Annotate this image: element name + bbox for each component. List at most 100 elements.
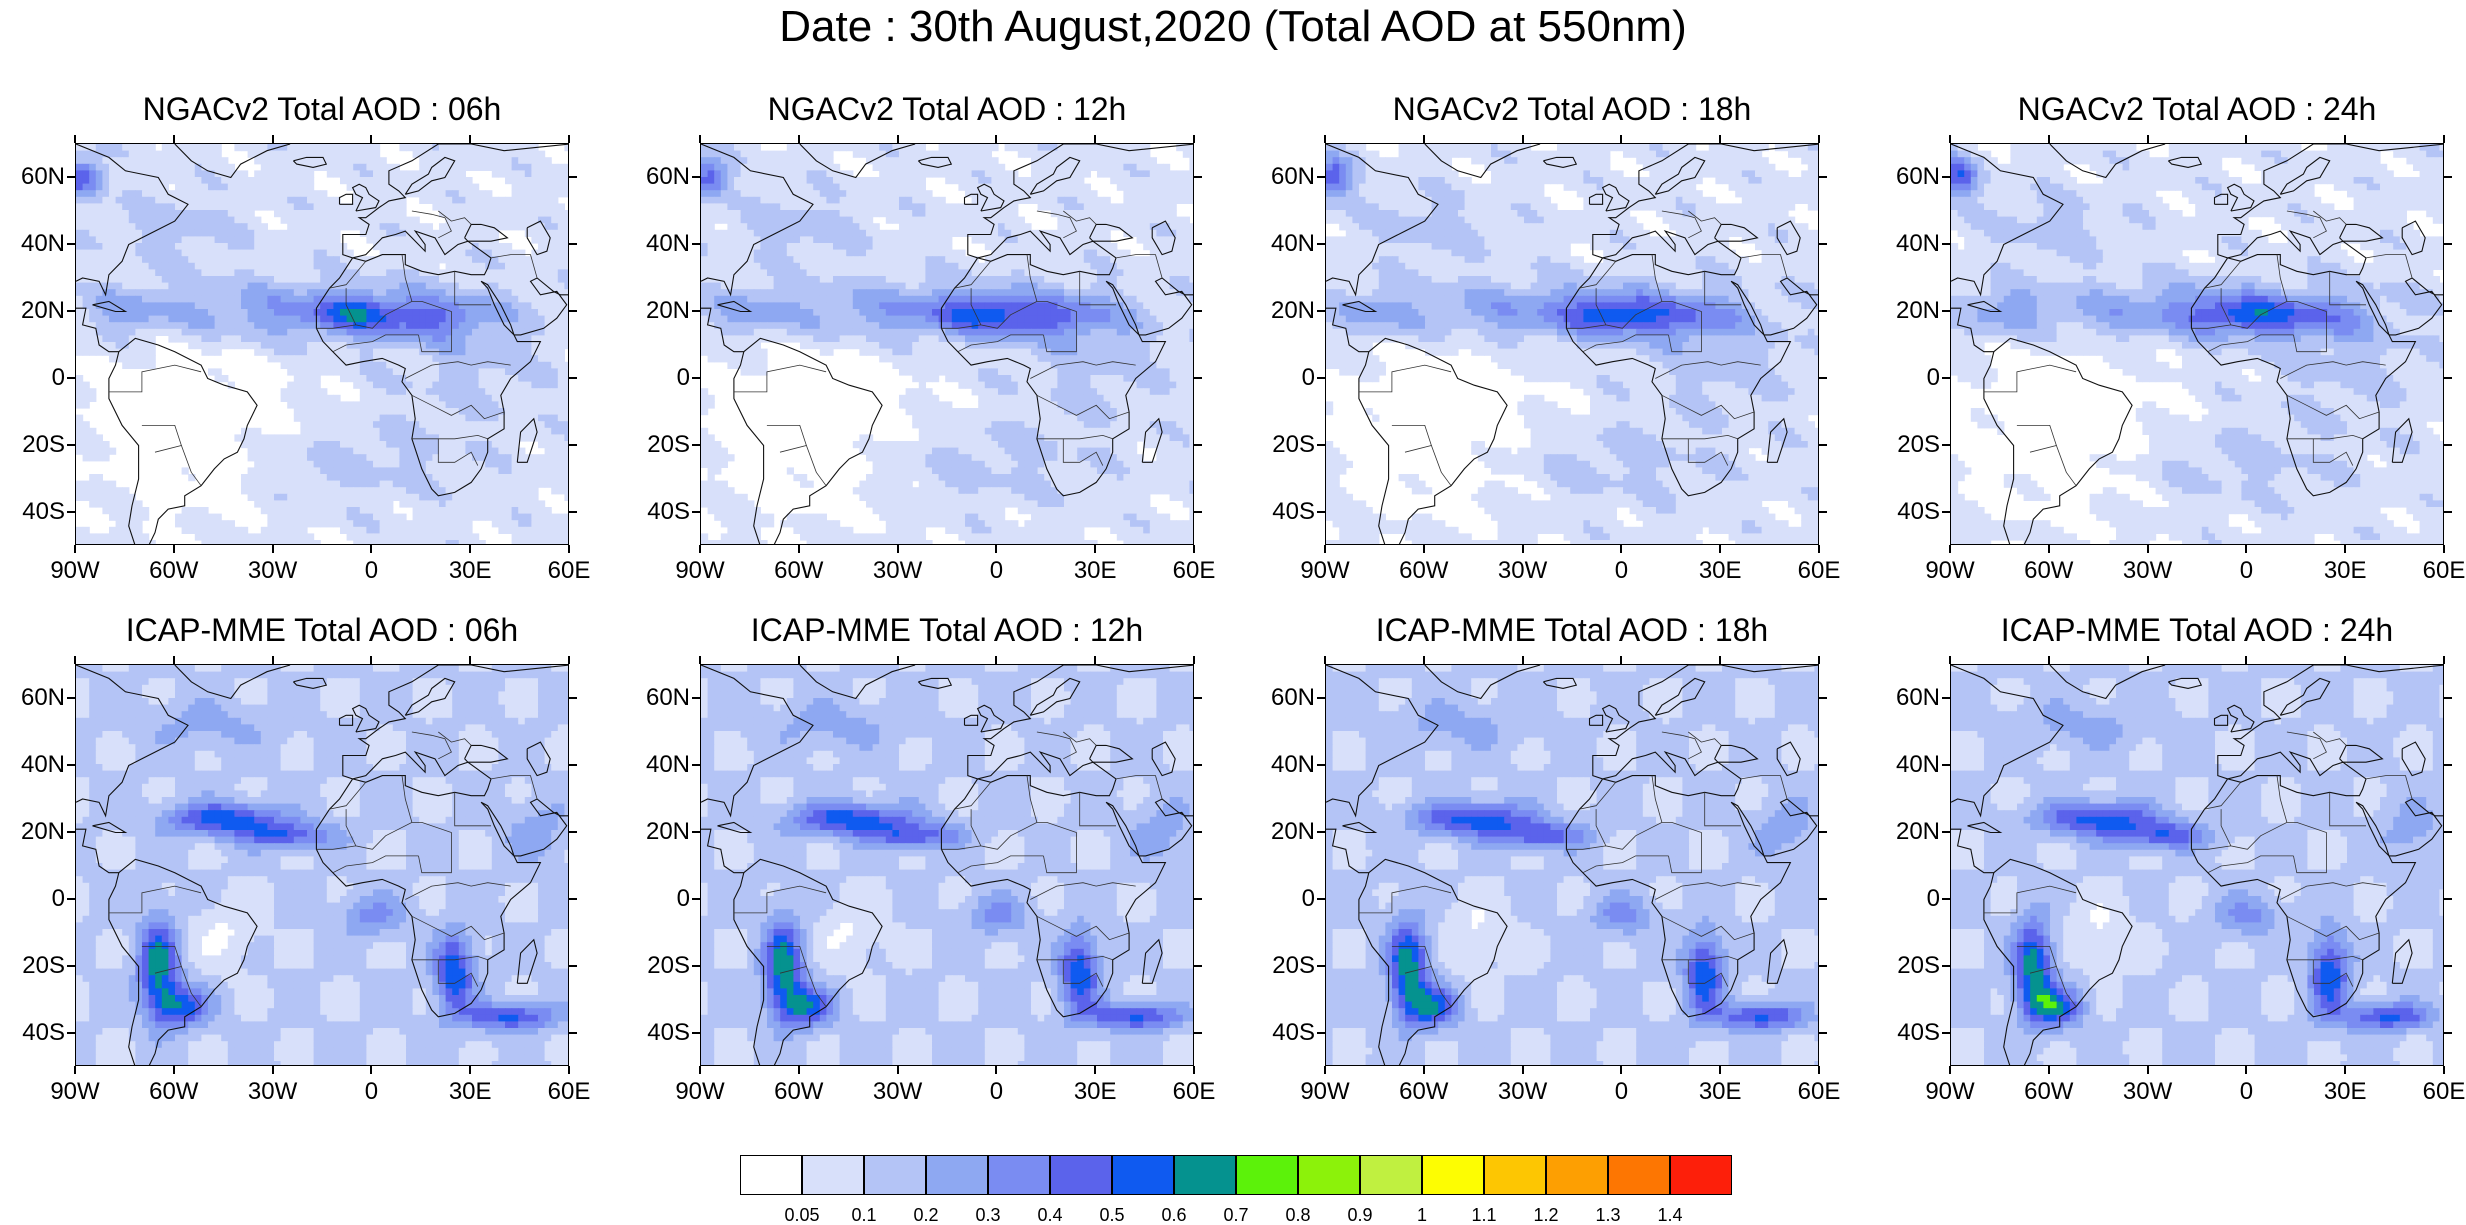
aod-cell: [525, 309, 532, 316]
aod-cell: [734, 210, 741, 217]
y-tick-label: 20N: [0, 299, 65, 323]
aod-cell: [932, 217, 939, 224]
aod-cell: [512, 533, 519, 540]
aod-cell: [518, 421, 525, 428]
aod-cell: [386, 441, 393, 448]
aod-cell: [149, 197, 156, 204]
aod-cell: [1170, 256, 1177, 263]
aod-cell: [274, 296, 281, 303]
aod-cell: [386, 177, 393, 184]
aod-cell: [558, 487, 565, 494]
aod-cell: [347, 223, 354, 230]
aod-cell: [472, 190, 479, 197]
aod-cell: [360, 375, 367, 382]
aod-cell: [142, 263, 149, 270]
aod-cell: [558, 217, 565, 224]
aod-cell: [780, 151, 787, 158]
aod-cell: [846, 217, 853, 224]
aod-cell: [826, 217, 833, 224]
aod-cell: [479, 487, 486, 494]
aod-cell: [919, 184, 926, 191]
aod-cell: [406, 474, 413, 481]
aod-cell: [386, 250, 393, 257]
aod-cell: [188, 177, 195, 184]
aod-cell: [215, 151, 222, 158]
aod-cell: [859, 203, 866, 210]
aod-cell: [386, 283, 393, 290]
aod-cell: [754, 144, 761, 151]
aod-cell: [564, 487, 569, 494]
aod-cell: [492, 263, 499, 270]
aod-cell: [228, 190, 235, 197]
aod-cell: [853, 250, 860, 257]
aod-cell: [386, 302, 393, 309]
aod-cell: [274, 527, 281, 534]
aod-cell: [1057, 203, 1064, 210]
aod-cell: [274, 210, 281, 217]
aod-cell: [182, 316, 189, 323]
aod-cell: [333, 335, 340, 342]
aod-cell: [479, 296, 486, 303]
aod-cell: [215, 329, 222, 336]
x-tick-label: 0: [331, 559, 411, 583]
aod-cell: [373, 514, 380, 521]
aod-cell: [248, 428, 255, 435]
aod-cell: [558, 388, 565, 395]
aod-cell: [432, 342, 439, 349]
aod-cell: [287, 164, 294, 171]
aod-cell: [498, 157, 505, 164]
aod-cell: [1123, 197, 1130, 204]
aod-cell: [1018, 217, 1025, 224]
aod-cell: [215, 316, 222, 323]
aod-cell: [1130, 190, 1137, 197]
aod-cell: [833, 256, 840, 263]
aod-cell: [1011, 250, 1018, 257]
aod-cell: [439, 329, 446, 336]
aod-cell: [274, 454, 281, 461]
aod-cell: [393, 415, 400, 422]
aod-cell: [287, 527, 294, 534]
aod-cell: [300, 375, 307, 382]
aod-cell: [208, 309, 215, 316]
aod-cell: [175, 250, 182, 257]
aod-cell: [399, 283, 406, 290]
aod-cell: [780, 164, 787, 171]
aod-cell: [413, 362, 420, 369]
aod-cell: [366, 487, 373, 494]
aod-cell: [201, 533, 208, 540]
aod-cell: [261, 309, 268, 316]
aod-cell: [498, 494, 505, 501]
aod-cell: [353, 428, 360, 435]
aod-cell: [419, 283, 426, 290]
aod-cell: [109, 170, 116, 177]
aod-cell: [76, 203, 83, 210]
aod-cell: [505, 520, 512, 527]
aod-cell: [142, 349, 149, 356]
aod-cell: [498, 223, 505, 230]
aod-cell: [380, 368, 387, 375]
aod-cell: [879, 243, 886, 250]
aod-cell: [518, 151, 525, 158]
aod-cell: [531, 474, 538, 481]
aod-cell: [307, 349, 314, 356]
aod-cell: [1123, 157, 1130, 164]
aod-cell: [472, 335, 479, 342]
aod-cell: [1057, 230, 1064, 237]
aod-cell: [747, 184, 754, 191]
aod-cell: [558, 441, 565, 448]
aod-cell: [168, 243, 175, 250]
aod-cell: [307, 335, 314, 342]
aod-cell: [122, 533, 129, 540]
aod-cell: [327, 461, 334, 468]
aod-cell: [307, 514, 314, 521]
aod-cell: [1110, 217, 1117, 224]
aod-cell: [545, 434, 552, 441]
aod-cell: [439, 296, 446, 303]
aod-cell: [360, 408, 367, 415]
aod-cell: [366, 434, 373, 441]
aod-cell: [531, 236, 538, 243]
aod-cell: [558, 283, 565, 290]
y-tick: [569, 310, 577, 312]
aod-cell: [155, 283, 162, 290]
aod-cell: [879, 256, 886, 263]
